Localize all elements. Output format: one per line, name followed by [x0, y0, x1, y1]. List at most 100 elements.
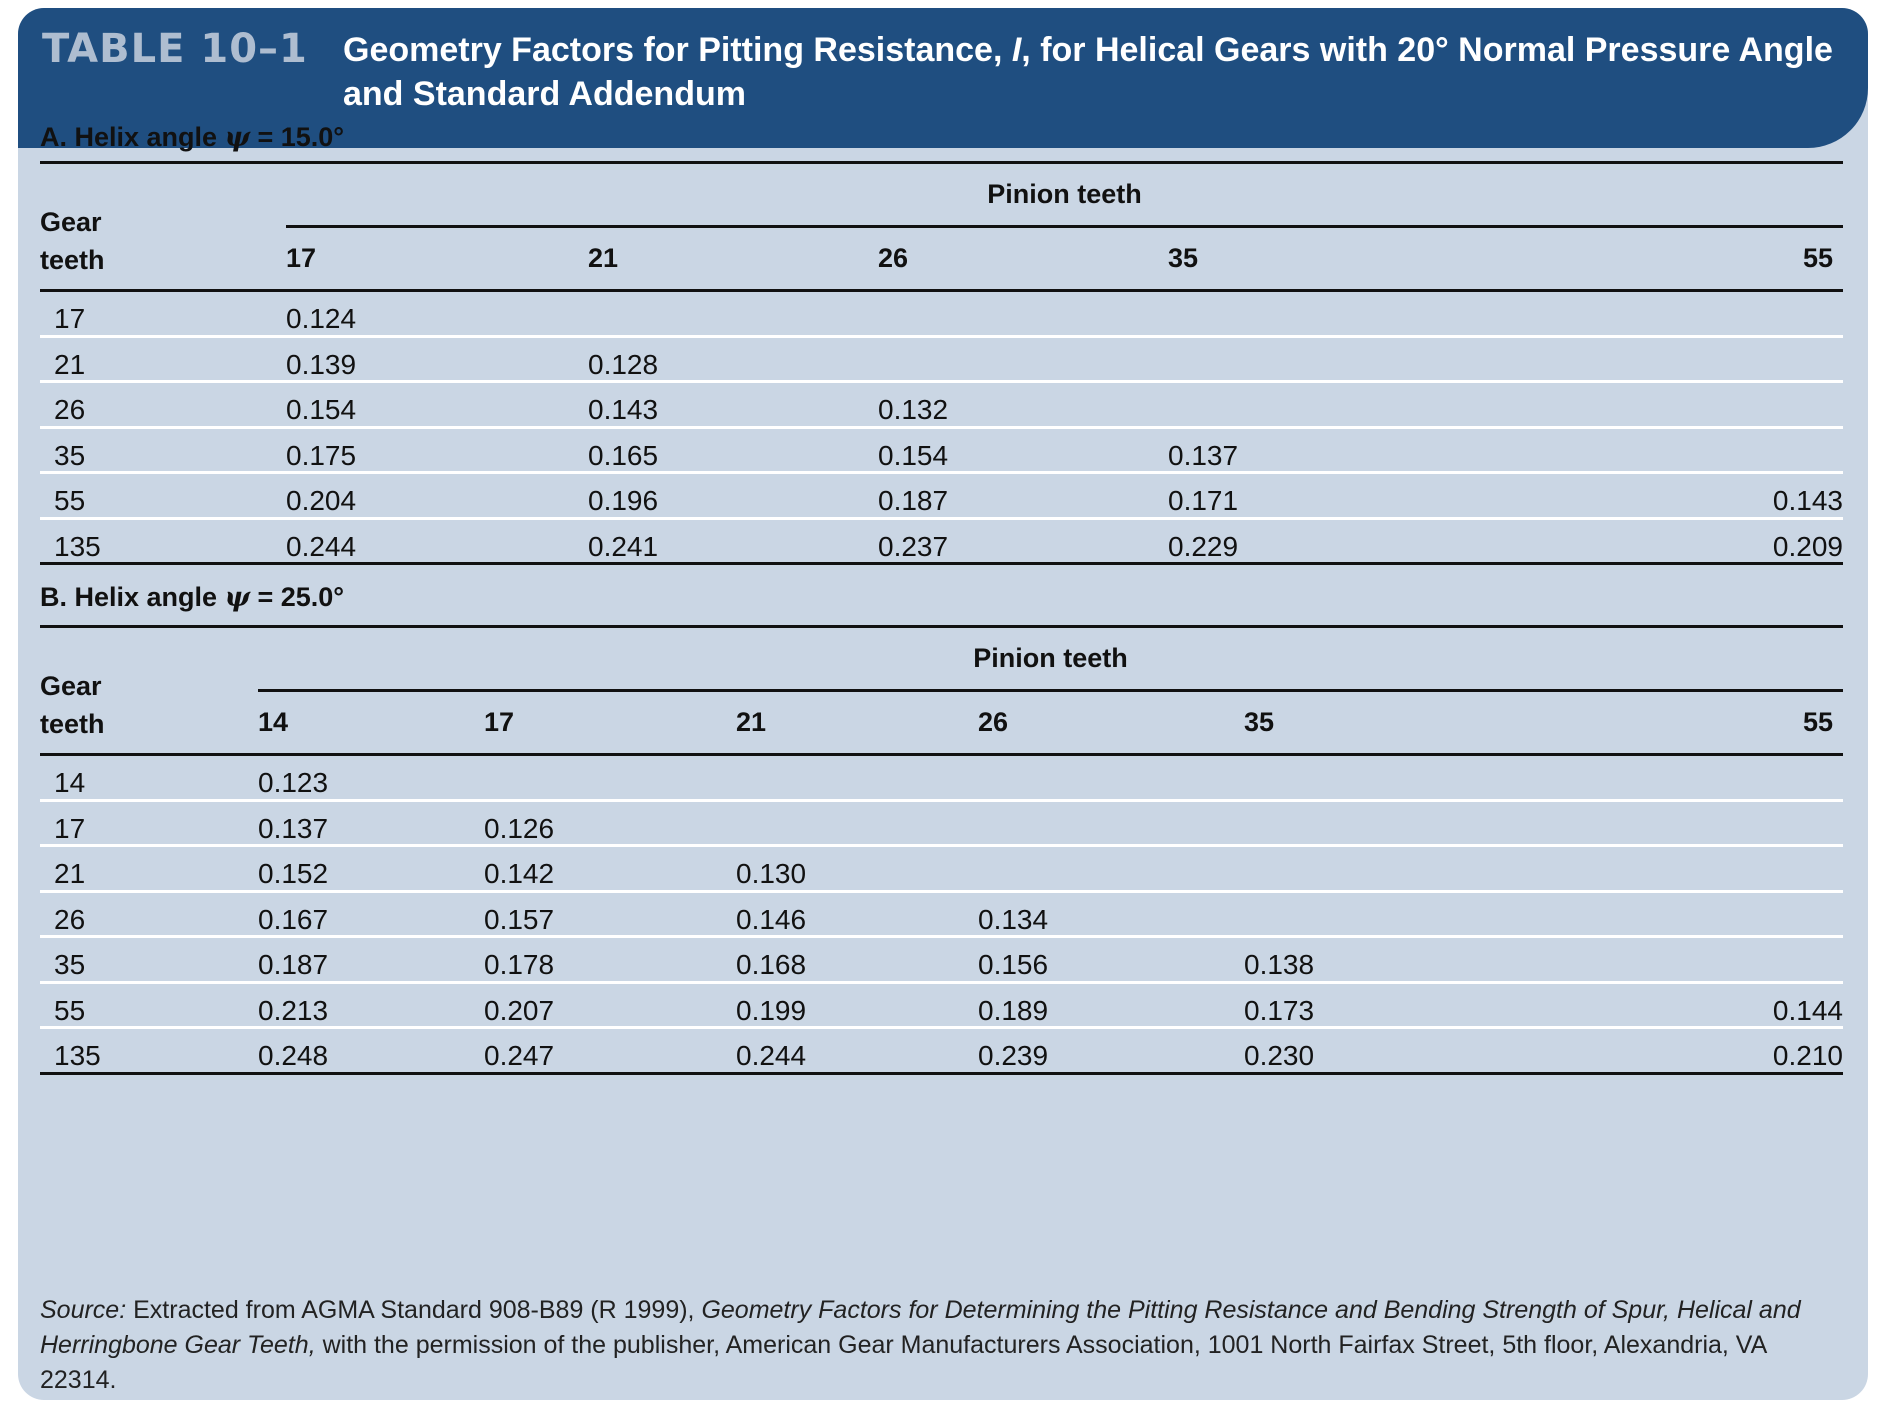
table-cell: 0.248	[258, 1040, 329, 1071]
table-cell: 0.207	[484, 994, 555, 1026]
table-cell: 0.137	[258, 812, 329, 844]
table-header: TABLE 10–1 Geometry Factors for Pitting …	[18, 8, 1868, 148]
table-cell: 0.178	[484, 949, 555, 980]
table-bottom-rule	[40, 562, 1843, 565]
table-cell: 0.137	[1168, 439, 1239, 471]
pinion-rule	[286, 225, 1843, 228]
column-header: 17	[286, 243, 317, 273]
header-rule	[40, 753, 1843, 756]
pinion-rule	[258, 689, 1843, 692]
table-cell: 0.247	[484, 1040, 555, 1071]
column-header: 35	[1168, 243, 1199, 273]
table-cell: 0.132	[878, 394, 949, 425]
table-cell: 0.199	[736, 994, 807, 1026]
table-cell: 0.210	[1772, 1040, 1843, 1071]
row-divider	[40, 798, 1843, 802]
table-cell: 0.146	[736, 903, 807, 935]
table-cell: 0.143	[1772, 485, 1843, 516]
section-a-title: A. Helix angle ψ = 15.0°	[40, 122, 345, 153]
section-b-title: B. Helix angle ψ = 25.0°	[40, 582, 345, 613]
table-cell: 0.213	[258, 994, 329, 1026]
table-cell: 0.157	[484, 903, 555, 935]
gear-teeth-value: 55	[54, 485, 86, 516]
pinion-teeth-label: Pinion teeth	[973, 643, 1128, 673]
table-cell: 0.239	[978, 1040, 1049, 1071]
column-header: 21	[588, 243, 619, 273]
row-divider	[40, 980, 1843, 984]
column-header: 35	[1244, 707, 1275, 737]
row-divider	[40, 334, 1843, 338]
row-divider	[40, 516, 1843, 520]
table-bottom-rule	[40, 1071, 1843, 1075]
table-cell: 0.154	[286, 394, 357, 425]
row-divider	[40, 935, 1843, 938]
table-cell: 0.168	[736, 949, 807, 980]
table-cell: 0.173	[1244, 994, 1315, 1026]
pinion-teeth-label: Pinion teeth	[987, 179, 1142, 209]
table-top-rule	[40, 161, 1843, 164]
table-cell: 0.144	[1772, 994, 1843, 1026]
table-cell: 0.189	[978, 994, 1049, 1026]
column-header: 55	[1802, 243, 1833, 273]
row-divider	[40, 380, 1843, 383]
gear-teeth-value: 17	[54, 812, 86, 844]
table-cell: 0.204	[286, 485, 357, 516]
gear-teeth-value: 35	[54, 949, 86, 980]
table-card: TABLE 10–1 Geometry Factors for Pitting …	[18, 8, 1868, 1400]
row-divider	[40, 1026, 1843, 1029]
gear-teeth-value: 26	[54, 903, 86, 935]
row-divider	[40, 889, 1843, 893]
table-cell: 0.156	[978, 949, 1049, 980]
row-divider	[40, 471, 1843, 474]
column-header: 26	[978, 707, 1009, 737]
table-cell: 0.237	[878, 530, 949, 562]
table-cell: 0.134	[978, 903, 1049, 935]
table-cell: 0.230	[1244, 1040, 1315, 1071]
gear-teeth-value: 14	[54, 767, 86, 798]
gear-teeth-label: Gear teeth	[40, 671, 105, 739]
table-cell: 0.187	[878, 485, 949, 516]
table-cell: 0.130	[736, 858, 807, 889]
table-cell: 0.165	[588, 439, 659, 471]
table-cell: 0.124	[286, 303, 357, 334]
gear-teeth-value: 135	[54, 1040, 101, 1071]
column-header: 21	[736, 707, 767, 737]
table-cell: 0.171	[1168, 485, 1239, 516]
gear-teeth-value: 17	[54, 303, 86, 334]
table-cell: 0.154	[878, 439, 949, 471]
gear-teeth-value: 21	[54, 858, 86, 889]
column-header: 55	[1802, 707, 1833, 737]
table-number: TABLE 10–1	[42, 26, 308, 72]
column-header: 17	[484, 707, 515, 737]
table-cell: 0.196	[588, 485, 659, 516]
gear-teeth-value: 21	[54, 348, 86, 380]
header-rule	[40, 289, 1843, 292]
table-cell: 0.229	[1168, 530, 1239, 562]
table-cell: 0.128	[588, 348, 659, 380]
column-header: 14	[258, 707, 289, 737]
table-cell: 0.244	[286, 530, 357, 562]
table-cell: 0.142	[484, 858, 555, 889]
table-title: Geometry Factors for Pitting Resistance,…	[343, 31, 1833, 113]
table-cell: 0.241	[588, 530, 659, 562]
table-cell: 0.244	[736, 1040, 807, 1071]
table-cell: 0.123	[258, 767, 329, 798]
gear-teeth-value: 135	[54, 530, 101, 562]
row-divider	[40, 425, 1843, 429]
gear-teeth-value: 55	[54, 994, 86, 1026]
table-cell: 0.152	[258, 858, 329, 889]
gear-teeth-value: 26	[54, 394, 86, 425]
table-cell: 0.143	[588, 394, 659, 425]
table-cell: 0.175	[286, 439, 357, 471]
gear-teeth-value: 35	[54, 439, 86, 471]
table-cell: 0.209	[1772, 530, 1843, 562]
table-cell: 0.138	[1244, 949, 1315, 980]
table-top-rule	[40, 625, 1843, 628]
table-cell: 0.139	[286, 348, 357, 380]
column-header: 26	[878, 243, 909, 273]
table-cell: 0.167	[258, 903, 329, 935]
table-cell: 0.126	[484, 812, 555, 844]
table-cell: 0.187	[258, 949, 329, 980]
row-divider	[40, 844, 1843, 847]
gear-teeth-label: Gear teeth	[40, 207, 105, 275]
